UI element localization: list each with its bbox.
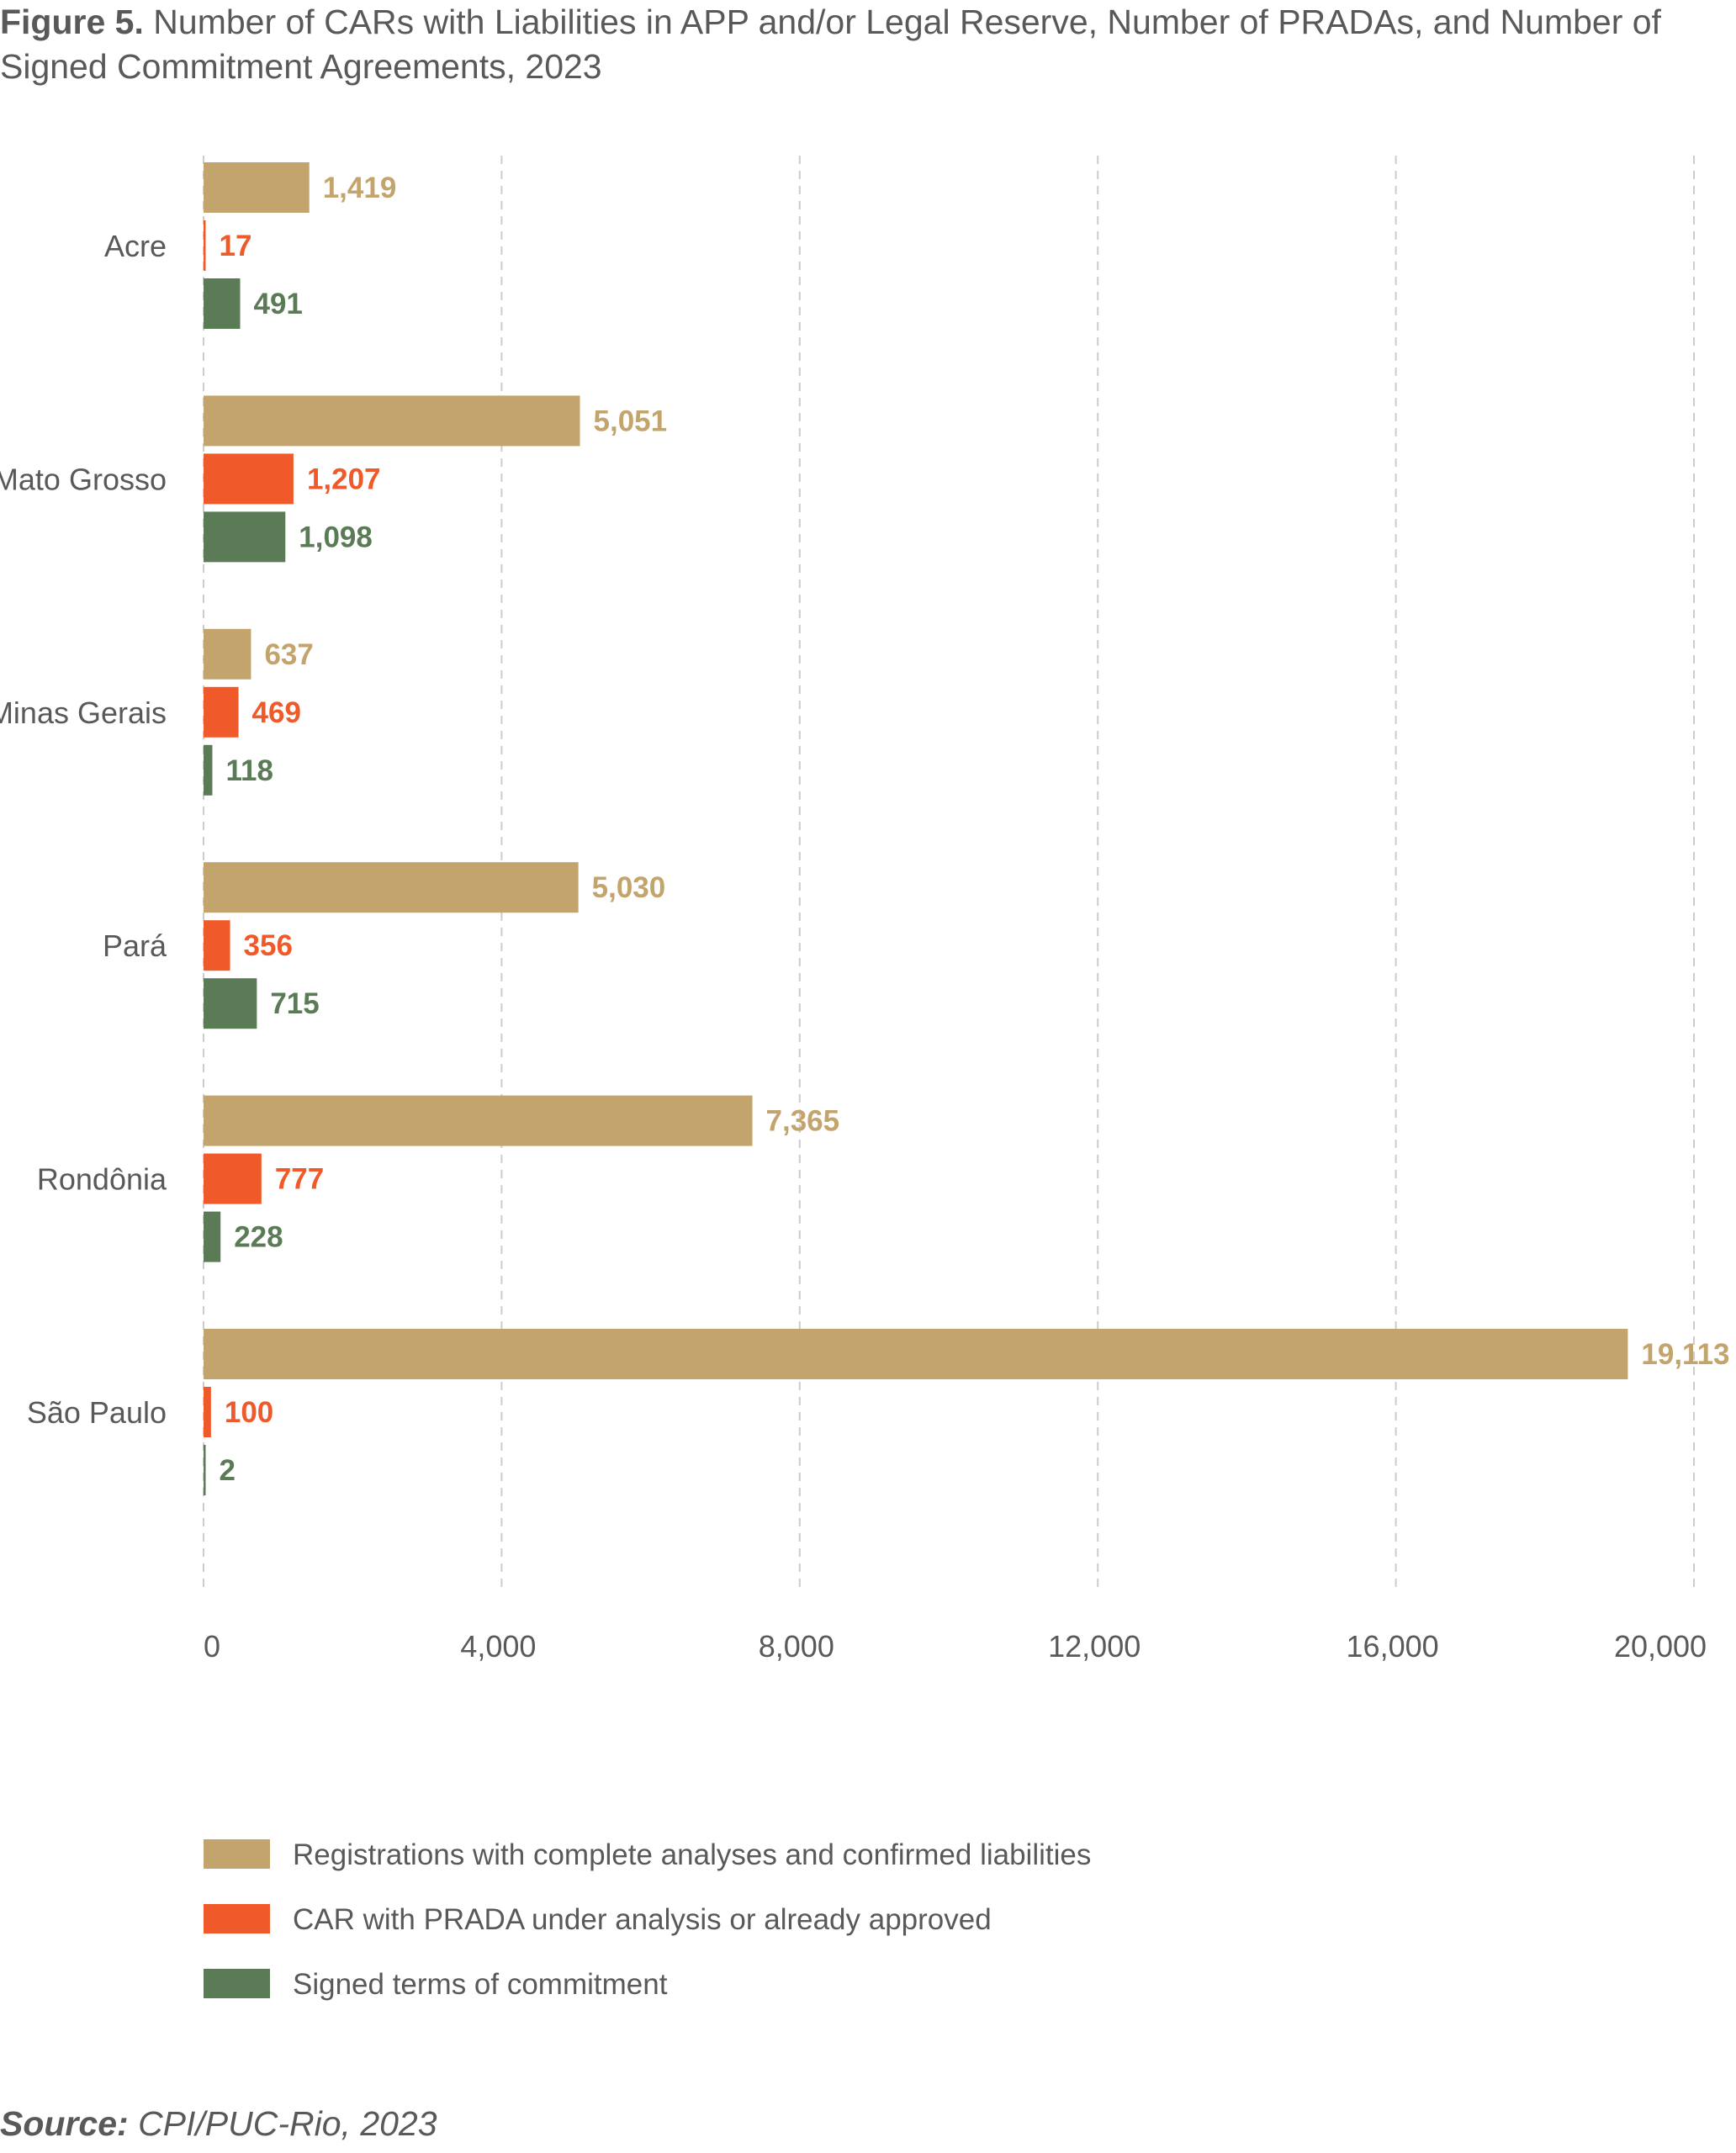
- data-label: 5,051: [594, 405, 668, 437]
- data-label: 5,030: [592, 871, 666, 904]
- data-label: 118: [225, 754, 273, 787]
- bar: [204, 1211, 221, 1262]
- bar: [204, 1445, 206, 1495]
- x-tick-label: 20,000: [1614, 1629, 1707, 1664]
- bar: [204, 628, 251, 680]
- category-label: São Paulo: [27, 1395, 167, 1430]
- bar: [204, 920, 230, 971]
- x-tick-label: 8,000: [759, 1629, 834, 1664]
- bar: [204, 162, 310, 213]
- bar: [204, 1095, 753, 1146]
- data-label: 777: [275, 1163, 324, 1196]
- figure-title: Number of CARs with Liabilities in APP a…: [0, 3, 1661, 86]
- figure-label: Figure 5.: [0, 3, 144, 41]
- legend-swatch: [204, 1839, 270, 1869]
- legend-label: Signed terms of commitment: [293, 1968, 668, 2001]
- data-label: 469: [252, 696, 301, 729]
- category-label: Acre: [104, 229, 167, 263]
- source-label: Source:: [0, 2104, 129, 2143]
- bar: [204, 395, 580, 447]
- x-tick-label: 0: [204, 1629, 220, 1664]
- bar: [204, 862, 579, 913]
- bar: [204, 686, 239, 738]
- category-label: Minas Gerais: [0, 696, 167, 730]
- legend: Registrations with complete analyses and…: [204, 1838, 1091, 2001]
- legend-label: CAR with PRADA under analysis or already…: [293, 1903, 992, 1936]
- category-labels: Acre Mato Grosso Minas Gerais Pará Rondônia S…: [0, 229, 167, 1430]
- source-note: Source: CPI/PUC-Rio, 2023: [0, 2104, 437, 2144]
- bar: [204, 220, 206, 271]
- x-tick-label: 4,000: [460, 1629, 536, 1664]
- data-label: 1,207: [307, 463, 381, 495]
- bar: [204, 511, 286, 563]
- category-label: Pará: [103, 928, 167, 963]
- bar: [204, 1153, 262, 1204]
- bar: [204, 278, 241, 329]
- data-label: 19,113: [1641, 1338, 1729, 1371]
- data-label: 356: [244, 929, 293, 962]
- x-tick-label: 16,000: [1347, 1629, 1439, 1664]
- chart-title: Figure 5. Number of CARs with Liabilitie…: [0, 0, 1699, 89]
- data-label: 100: [225, 1396, 273, 1429]
- bar: [204, 1329, 1628, 1379]
- category-label: Mato Grosso: [0, 462, 167, 496]
- bar: [204, 453, 294, 505]
- data-label: 17: [220, 230, 252, 262]
- bar: [204, 978, 257, 1029]
- category-label: Rondônia: [37, 1162, 167, 1197]
- data-label: 491: [254, 288, 303, 320]
- legend-swatch: [204, 1904, 270, 1933]
- x-tick-label: 12,000: [1048, 1629, 1141, 1664]
- data-label: 637: [264, 638, 313, 671]
- bar: [204, 1387, 211, 1437]
- data-label: 228: [234, 1221, 283, 1254]
- source-text: CPI/PUC-Rio, 2023: [138, 2104, 437, 2143]
- data-label: 1,098: [299, 521, 373, 553]
- legend-swatch: [204, 1969, 270, 1998]
- data-label: 715: [270, 987, 319, 1020]
- data-label: 2: [220, 1454, 236, 1487]
- data-label: 1,419: [323, 172, 397, 204]
- legend-label: Registrations with complete analyses and…: [293, 1838, 1091, 1871]
- data-label: 7,365: [766, 1105, 840, 1138]
- bar: [204, 744, 213, 796]
- x-tick-labels: 0 4,000 8,000 12,000 16,000 20,000: [204, 1629, 1707, 1664]
